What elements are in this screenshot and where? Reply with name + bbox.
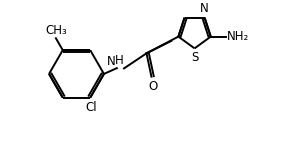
Text: O: O: [148, 80, 157, 93]
Text: H: H: [115, 54, 123, 67]
Text: N: N: [106, 55, 115, 68]
Text: CH₃: CH₃: [45, 24, 67, 37]
Text: NH₂: NH₂: [227, 30, 250, 43]
Text: Cl: Cl: [86, 101, 97, 114]
Text: S: S: [191, 51, 198, 64]
Text: N: N: [200, 2, 209, 15]
